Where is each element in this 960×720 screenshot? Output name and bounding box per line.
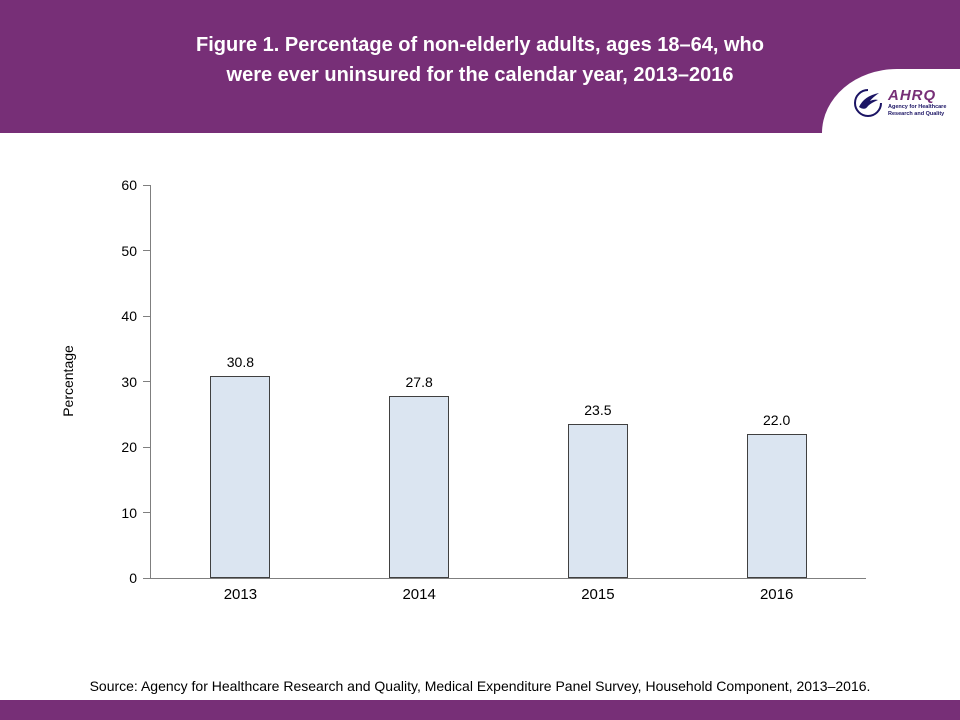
x-tick-label: 2016 <box>759 586 794 603</box>
y-tick-label: 60 <box>121 177 137 193</box>
bar-value-label: 22.0 <box>763 411 791 428</box>
bar-chart-plot-area: 0 10 20 30 40 50 60 30.8 2013 27.8 2014 23.5 2015 22.… <box>121 177 866 603</box>
y-axis-title: Percentage <box>60 345 76 417</box>
y-axis-tick <box>143 446 151 448</box>
footer-bar <box>0 700 960 720</box>
y-tick-label: 40 <box>121 308 137 325</box>
x-tick-label: 2013 <box>223 586 258 603</box>
hhs-eagle-icon <box>854 89 882 117</box>
y-tick-label: 0 <box>129 570 137 586</box>
bar-value-label: 27.8 <box>405 373 433 390</box>
bar-2014 <box>389 395 450 578</box>
y-axis-tick <box>143 184 151 186</box>
y-axis-tick <box>143 381 151 382</box>
figure-title-line-2: were ever uninsured for the calendar yea… <box>226 64 734 86</box>
y-axis-tick <box>143 250 151 251</box>
figure-title: Figure 1. Percentage of non-elderly adul… <box>0 0 960 90</box>
ahrq-logo-text: AHRQ Agency for Healthcare Research and … <box>888 88 954 118</box>
y-tick-label: 20 <box>121 439 137 456</box>
bar-value-label: 30.8 <box>226 354 254 371</box>
y-axis-tick <box>143 577 151 579</box>
bar-2013 <box>210 376 271 578</box>
ahrq-subtitle: Agency for Healthcare Research and Quali… <box>888 104 947 117</box>
bar-2015 <box>567 424 628 578</box>
y-tick-label: 30 <box>121 373 137 390</box>
header-banner: Figure 1. Percentage of non-elderly adul… <box>0 0 960 133</box>
x-tick-label: 2014 <box>402 586 436 603</box>
ahrq-acronym: AHRQ <box>888 87 937 105</box>
y-tick-label: 10 <box>121 504 137 521</box>
bar-2016 <box>746 433 807 578</box>
figure-title-line-1: Figure 1. Percentage of non-elderly adul… <box>196 34 764 56</box>
x-tick-label: 2015 <box>581 586 615 603</box>
y-tick-label: 50 <box>121 242 137 259</box>
bar-value-label: 23.5 <box>584 402 612 419</box>
y-axis-tick <box>143 512 151 514</box>
source-note: Source: Agency for Healthcare Research a… <box>89 678 871 694</box>
y-axis-tick <box>143 315 151 317</box>
